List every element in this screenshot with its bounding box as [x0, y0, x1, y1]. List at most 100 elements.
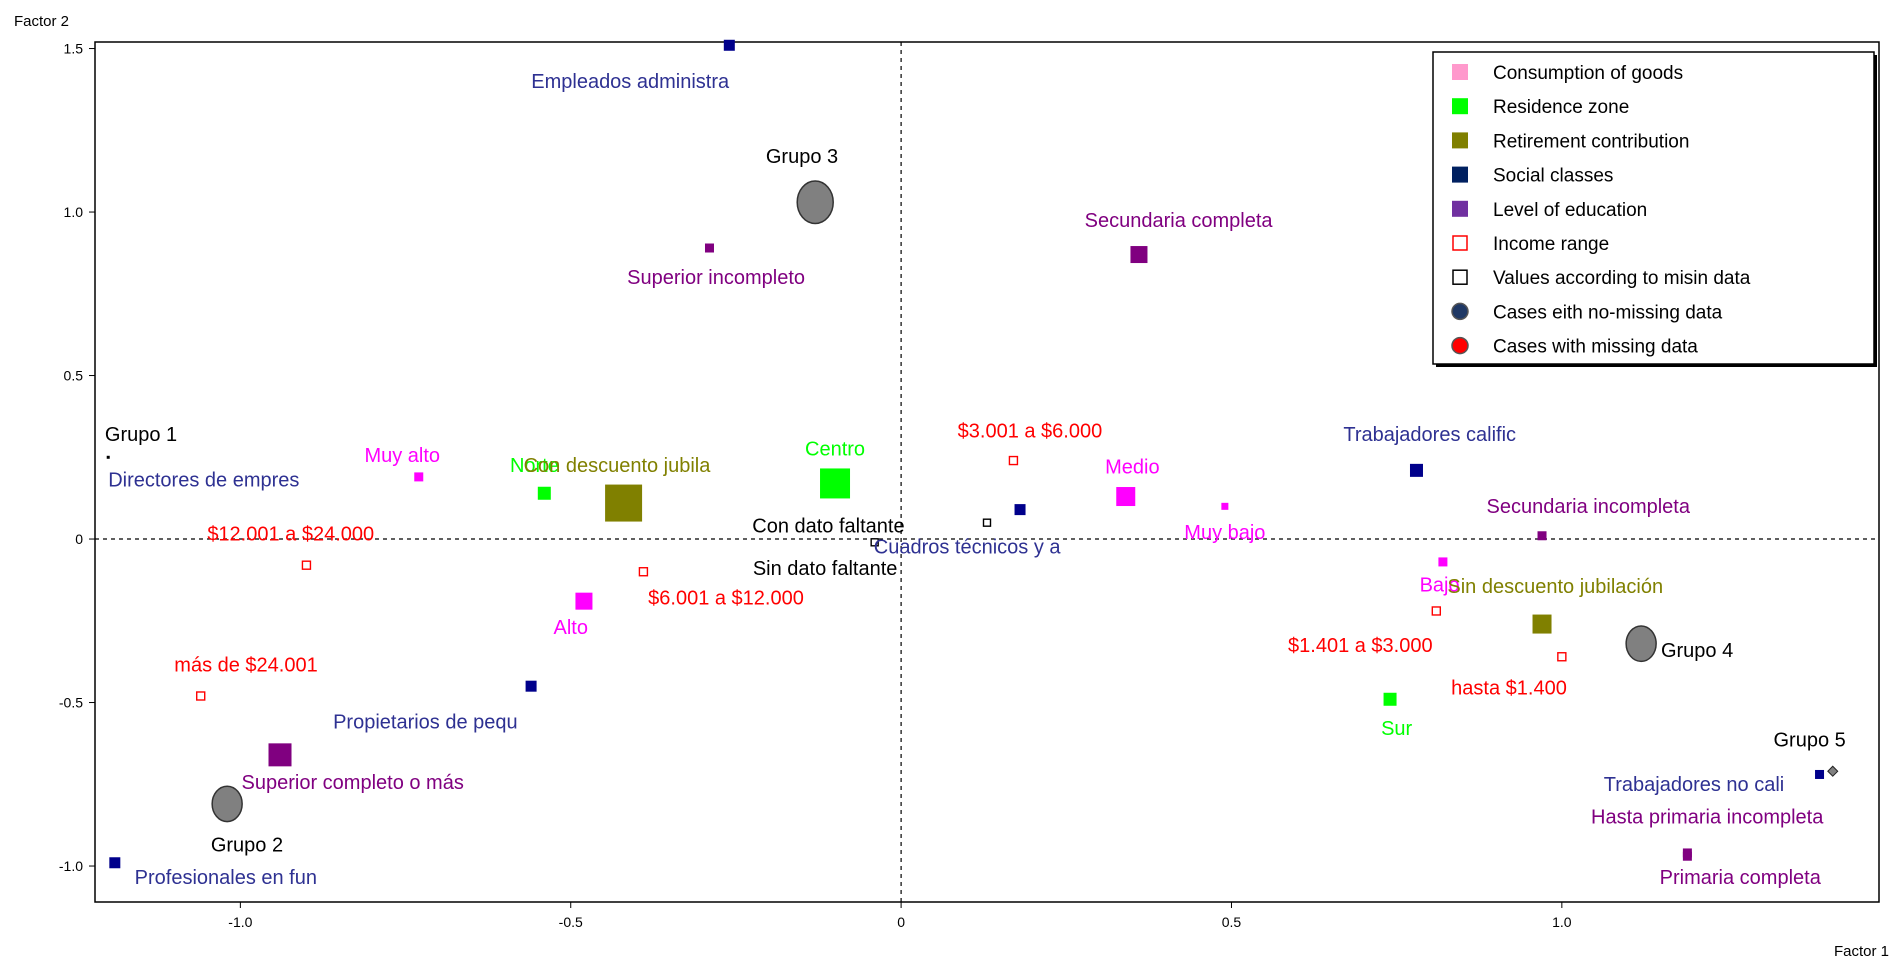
- point-label: Superior incompleto: [627, 267, 805, 289]
- income-range-point: [638, 567, 649, 577]
- legend-swatch: [1452, 132, 1468, 149]
- category-point: [605, 484, 643, 522]
- point-label: Con descuento jubila: [524, 455, 712, 477]
- data-points: [106, 39, 1839, 869]
- point-label: Grupo 4: [1661, 640, 1733, 662]
- category-point: [1014, 504, 1026, 516]
- point-label: Grupo 5: [1773, 730, 1845, 752]
- category-point: [268, 743, 292, 767]
- point-label: $1.401 a $3.000: [1288, 635, 1433, 657]
- y-tick-label: -1.0: [59, 858, 83, 874]
- category-point: [106, 455, 110, 459]
- legend-entry-label: Values according to misin data: [1493, 268, 1751, 289]
- y-axis-title: Factor 2: [14, 13, 69, 30]
- legend-entry-label: Social classes: [1493, 166, 1613, 187]
- point-label: Sin dato faltante: [753, 558, 898, 580]
- point-label: Centro: [805, 439, 865, 461]
- group-centroid-point: [211, 785, 243, 823]
- point-label: Norte: [510, 455, 559, 477]
- point-label: Grupo 3: [766, 146, 838, 168]
- legend-entry-label: Residence zone: [1493, 97, 1629, 118]
- point-label: $12.001 a $24.000: [207, 524, 374, 546]
- point-label: Grupo 2: [211, 834, 283, 856]
- legend-swatch: [1452, 269, 1468, 285]
- y-tick-label: 1.0: [64, 204, 84, 220]
- income-range-point: [1557, 652, 1567, 662]
- point-label: Directores de empres: [108, 470, 299, 492]
- point-label: Cuadros técnicos y a: [874, 537, 1062, 559]
- point-label: Medio: [1105, 457, 1159, 479]
- legend-entry-label: Level of education: [1493, 200, 1647, 221]
- category-point: [1682, 851, 1692, 861]
- legend-swatch: [1452, 64, 1468, 80]
- point-label: Hasta primaria incompleta: [1591, 807, 1824, 829]
- x-axis-title: Factor 1: [1834, 943, 1889, 960]
- point-label: Sur: [1381, 718, 1412, 740]
- point-labels: Muy alto Medio Muy bajo Alto Bajo Norte Centro…: [105, 71, 1846, 889]
- point-label: Superior completo o más: [242, 772, 464, 794]
- category-point: [575, 592, 593, 610]
- point-label: Trabajadores no cali: [1604, 774, 1784, 796]
- category-point: [537, 486, 551, 500]
- point-label: Propietarios de pequ: [333, 712, 518, 734]
- legend-swatch: [1452, 98, 1468, 115]
- x-tick-label: 1.0: [1552, 914, 1572, 930]
- category-point: [1409, 463, 1423, 477]
- category-point: [1221, 502, 1229, 510]
- category-point: [1438, 557, 1448, 567]
- point-label: más de $24.001: [174, 654, 317, 676]
- category-point: [525, 680, 537, 692]
- income-range-point: [1008, 455, 1019, 466]
- missing-data-point: [870, 538, 879, 547]
- legend: Consumption of goods Residence zone Retire…: [1432, 51, 1877, 367]
- point-label: Secundaria completa: [1085, 210, 1274, 232]
- group-centroid-point: [1827, 765, 1839, 777]
- point-label: Empleados administra: [531, 71, 730, 93]
- y-tick-label: 0.5: [64, 368, 84, 384]
- point-label: $6.001 a $12.000: [648, 587, 804, 609]
- group-centroid-point: [1625, 625, 1657, 663]
- legend-box: [1432, 51, 1875, 365]
- income-range-point: [196, 691, 206, 701]
- point-label: $3.001 a $6.000: [958, 421, 1103, 443]
- y-tick-label: 0: [75, 531, 83, 547]
- legend-swatch: [1452, 235, 1468, 251]
- category-point: [704, 243, 714, 253]
- missing-data-point: [982, 518, 992, 527]
- y-tick-label: 1.5: [64, 41, 84, 57]
- point-label: Trabajadores calific: [1343, 424, 1516, 446]
- point-label: Muy alto: [364, 445, 440, 467]
- category-point: [1537, 531, 1547, 541]
- legend-entry-label: Retirement contribution: [1493, 131, 1689, 152]
- income-range-point: [301, 560, 312, 570]
- category-point: [723, 39, 735, 51]
- category-point: [1532, 614, 1552, 634]
- category-point: [1815, 769, 1825, 779]
- axis-ticks: -1.0 -0.5 0 0.5 1.0 -1.0 -0.5 0 0.5 1.0 1.5: [59, 41, 1572, 930]
- point-label: Grupo 1: [105, 424, 177, 446]
- point-label: Muy bajo: [1184, 522, 1265, 544]
- x-tick-label: 0: [897, 914, 905, 930]
- point-label: Sin descuento jubilación: [1447, 576, 1663, 598]
- legend-entry-label: Cases eith no-missing data: [1493, 302, 1723, 323]
- point-label: Alto: [553, 617, 587, 639]
- point-label: Profesionales en fun: [135, 867, 317, 889]
- legend-swatch: [1451, 336, 1469, 355]
- legend-entry-label: Consumption of goods: [1493, 63, 1683, 84]
- point-label: Primaria completa: [1660, 867, 1822, 889]
- point-label: hasta $1.400: [1451, 677, 1567, 699]
- category-point: [1383, 692, 1397, 706]
- point-label: Bajo: [1420, 574, 1460, 596]
- category-point: [1116, 487, 1136, 507]
- legend-swatch: [1451, 302, 1469, 321]
- legend-swatch: [1452, 166, 1468, 183]
- x-tick-label: -0.5: [559, 914, 583, 930]
- income-range-point: [1431, 606, 1442, 616]
- group-centroid-point: [796, 180, 834, 225]
- category-point: [109, 857, 121, 869]
- x-tick-label: -1.0: [228, 914, 252, 930]
- point-label: Secundaria incompleta: [1487, 496, 1691, 518]
- y-tick-label: -0.5: [59, 695, 83, 711]
- legend-swatch: [1452, 200, 1468, 217]
